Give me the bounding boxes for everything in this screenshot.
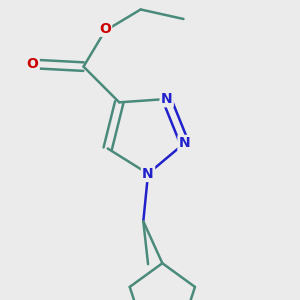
Text: N: N: [142, 167, 154, 181]
Text: N: N: [161, 92, 172, 106]
Text: O: O: [99, 22, 111, 35]
Text: N: N: [179, 136, 190, 150]
Text: O: O: [27, 57, 38, 71]
